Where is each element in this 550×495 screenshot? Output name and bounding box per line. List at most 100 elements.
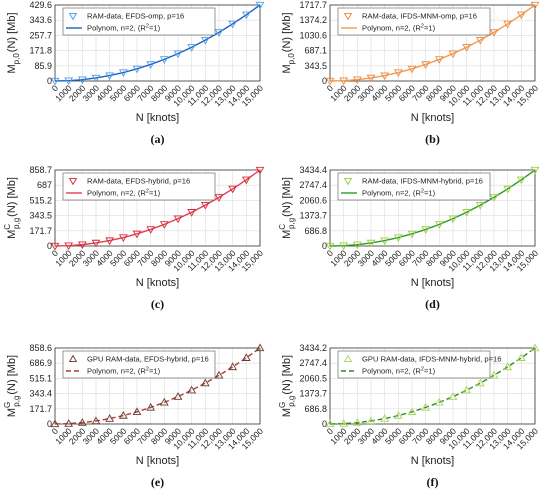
data-point-marker xyxy=(530,1,540,10)
y-axis-label: MGp,g(N) [Mb] xyxy=(278,355,296,417)
data-point-marker xyxy=(489,194,499,202)
legend-entry-polynom-tail: =1) xyxy=(149,189,161,198)
data-point-marker xyxy=(159,56,169,64)
series-line-polynom xyxy=(54,169,261,247)
data-point-marker xyxy=(214,29,224,37)
data-point-marker xyxy=(118,411,128,419)
data-point-marker xyxy=(200,36,210,45)
panel-label: (c) xyxy=(151,297,164,311)
y-tick-label: 3434.2 xyxy=(299,343,327,353)
y-tick-label: 687 xyxy=(37,180,52,190)
panel-label: (e) xyxy=(151,475,164,489)
legend-entry-data: GPU RAM-data, IFDS-MNM-hybrid, p=16 xyxy=(362,355,501,364)
data-point-marker xyxy=(421,226,431,234)
legend-entry-polynom-tail: =1) xyxy=(149,367,161,376)
y-axis-label-main: M xyxy=(281,408,293,417)
data-point-marker xyxy=(255,1,265,10)
legend-entry-polynom: Polynom, n=2, (R2=1) xyxy=(362,367,436,376)
data-point-marker xyxy=(255,166,265,175)
legend-box xyxy=(62,172,216,201)
y-tick-label: 686.9 xyxy=(29,358,52,368)
legend-entry-data: RAM-data, EFDS-hybrid, p=16 xyxy=(87,177,190,186)
y-tick-label: 0 xyxy=(47,241,52,251)
data-point-marker xyxy=(91,416,101,425)
legend-marker-icon xyxy=(343,354,353,363)
data-point-marker xyxy=(50,242,60,251)
data-point-marker xyxy=(366,74,376,83)
plot-frame xyxy=(54,4,261,82)
data-point-marker xyxy=(434,221,444,229)
legend-entry-polynom: Polynom, n=2, (R2=1) xyxy=(362,24,436,33)
data-point-marker xyxy=(255,343,265,352)
series-line-polynom xyxy=(54,347,261,425)
legend-entry-polynom-tail: =1) xyxy=(424,367,436,376)
legend-marker-icon xyxy=(68,177,78,186)
legend-entry-polynom-text: Polynom, n=2, (R xyxy=(362,24,421,33)
y-axis-label-sub: p,g xyxy=(12,218,21,229)
legend-marker-icon xyxy=(343,12,353,21)
x-tick-label: 0 xyxy=(325,83,336,94)
series-markers xyxy=(325,166,540,251)
legend-box xyxy=(337,350,491,379)
data-point-marker xyxy=(462,385,472,394)
x-tick-label: 0 xyxy=(50,83,61,94)
x-tick-label: 0 xyxy=(50,248,61,259)
data-point-marker xyxy=(228,20,238,29)
y-axis-label-tail: (N) [Mb] xyxy=(281,355,293,395)
data-point-marker xyxy=(475,36,485,45)
y-axis-label-sub: p,0 xyxy=(12,53,21,65)
y-tick-label: 343.4 xyxy=(29,389,52,399)
x-axis-label: N [knots] xyxy=(136,455,179,467)
y-tick-label: 343.5 xyxy=(304,61,327,71)
y-axis-label-tail: (N) [Mb] xyxy=(281,12,293,52)
data-point-marker xyxy=(448,215,458,224)
legend-entry-polynom: Polynom, n=2, (R2=1) xyxy=(87,189,161,198)
legend-marker-icon xyxy=(343,177,353,186)
y-axis-label-tail: (N) [Mb] xyxy=(6,12,18,52)
data-point-marker xyxy=(516,11,526,20)
plot-frame xyxy=(54,347,261,425)
data-point-marker xyxy=(503,185,513,194)
legend-entry-data: RAM-data, IFDS-MNM-hybrid, p=16 xyxy=(362,177,483,186)
data-point-marker xyxy=(530,343,540,352)
series-markers xyxy=(50,343,265,428)
y-tick-label: 171.7 xyxy=(29,404,52,414)
data-point-marker xyxy=(380,414,390,422)
data-point-marker xyxy=(339,77,349,86)
data-point-marker xyxy=(173,215,183,224)
y-axis-label-tail: (N) [Mb] xyxy=(281,177,293,217)
legend-entry-polynom-text: Polynom, n=2, (R xyxy=(87,24,146,33)
data-point-marker xyxy=(64,77,74,86)
legend-entry-polynom-sup: 2 xyxy=(421,367,424,373)
plot-frame xyxy=(329,169,536,247)
series-markers xyxy=(325,343,540,428)
x-tick-label: 0 xyxy=(50,426,61,437)
legend-entry-polynom: Polynom, n=2, (R2=1) xyxy=(362,189,436,198)
data-point-marker xyxy=(352,76,362,85)
series-markers xyxy=(325,1,540,86)
y-tick-label: 686.8 xyxy=(304,226,327,236)
data-point-marker xyxy=(200,201,210,210)
data-point-marker xyxy=(241,11,251,20)
data-point-marker xyxy=(325,77,335,86)
y-axis-label-main: M xyxy=(6,64,18,73)
legend-entry-polynom-text: Polynom, n=2, (R xyxy=(87,189,146,198)
data-point-marker xyxy=(146,226,156,234)
data-point-marker xyxy=(105,414,115,422)
data-point-marker xyxy=(516,176,526,185)
y-tick-label: 0 xyxy=(322,241,327,251)
data-point-marker xyxy=(352,241,362,250)
y-axis-label: Mp,0(N) [Mb] xyxy=(6,12,21,73)
y-axis-label-sub: p,g xyxy=(287,218,296,229)
data-point-marker xyxy=(159,397,169,406)
y-tick-label: 171.8 xyxy=(29,46,52,56)
y-tick-label: 343.6 xyxy=(29,15,52,25)
panel-label: (d) xyxy=(425,297,440,311)
data-point-marker xyxy=(118,234,128,243)
series-line-polynom xyxy=(54,4,261,82)
data-point-marker xyxy=(187,209,197,217)
panel-a: 085.9171.8257.7343.6429.6010002000300040… xyxy=(6,0,265,146)
data-point-marker xyxy=(393,69,403,78)
legend-entry-polynom-text: Polynom, n=2, (R xyxy=(362,189,421,198)
panel-label: (f) xyxy=(427,475,439,489)
